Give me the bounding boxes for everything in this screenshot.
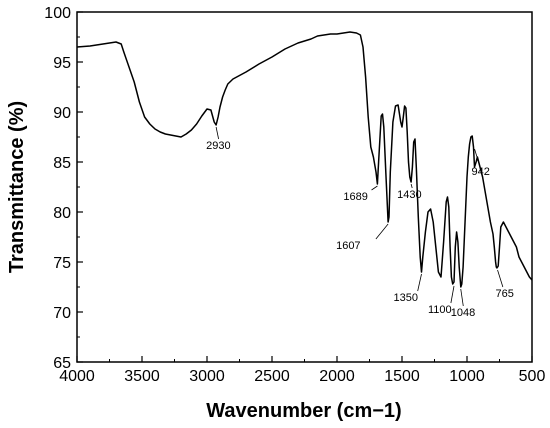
peak-label-765: 765 [496,288,514,300]
transmittance-series-line [76,31,533,288]
x-tick-label: 4000 [59,368,95,385]
x-tick-label: 2000 [319,368,355,385]
y-tick-label: 95 [53,55,71,72]
x-axis: 4000 3500 3000 2500 2000 1500 1000 500 [59,356,545,385]
peak-label-1430: 1430 [397,189,421,201]
y-tick-label: 100 [44,5,71,22]
annotation-leader-line [460,288,464,307]
annotation-leader-line [371,185,378,191]
x-tick-label: 3500 [124,368,160,385]
peak-label-1607: 1607 [336,240,360,252]
y-tick-label: 75 [53,255,71,272]
peak-label-1689: 1689 [343,191,367,203]
peak-label-942: 942 [472,166,490,178]
x-tick-label: 500 [519,368,546,385]
x-tick-label: 3000 [189,368,225,385]
peak-label-2930: 2930 [206,140,230,152]
annotation-leader-line [215,126,219,140]
annotation-leader-line [474,148,480,166]
x-tick-label: 2500 [254,368,290,385]
peak-annotations: 2930 1689 1607 1430 1350 1100 1048 942 765 [206,126,514,319]
annotation-leader-line [410,183,413,189]
peak-label-1048: 1048 [451,307,475,319]
y-axis: 65 70 75 80 85 90 95 100 [44,5,83,372]
y-tick-label: 90 [53,105,71,122]
y-tick-label: 65 [53,355,71,372]
peak-label-1100: 1100 [428,304,452,316]
annotation-leader-line [450,285,455,304]
annotation-leader-line [497,269,504,288]
annotation-leader-line [375,223,389,240]
y-tick-label: 70 [53,305,71,322]
x-axis-title: Wavenumber (cm−1) [206,400,401,422]
x-tick-label: 1000 [449,368,485,385]
annotation-leader-line [417,273,422,292]
y-tick-label: 85 [53,155,71,172]
x-tick-label: 1500 [384,368,420,385]
peak-label-1350: 1350 [394,292,418,304]
y-tick-label: 80 [53,205,71,222]
y-axis-title: Transmittance (%) [6,101,28,273]
